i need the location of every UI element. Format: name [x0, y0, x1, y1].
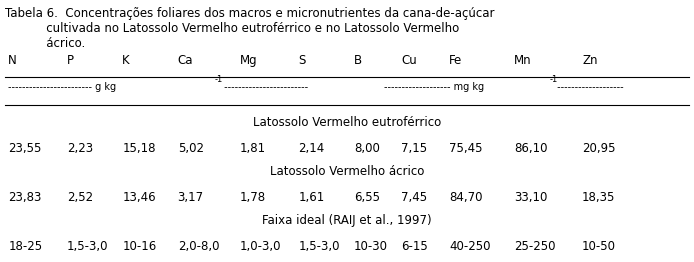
- Text: 40-250: 40-250: [449, 240, 491, 253]
- Text: 23,83: 23,83: [8, 191, 42, 204]
- Text: 2,14: 2,14: [298, 142, 325, 155]
- Text: 75,45: 75,45: [449, 142, 483, 155]
- Text: 1,61: 1,61: [298, 191, 325, 204]
- Text: 86,10: 86,10: [514, 142, 548, 155]
- Text: ácrico.: ácrico.: [5, 37, 85, 50]
- Text: 1,81: 1,81: [240, 142, 266, 155]
- Text: 10-50: 10-50: [582, 240, 616, 253]
- Text: Mg: Mg: [240, 54, 257, 67]
- Text: 5,02: 5,02: [178, 142, 203, 155]
- Text: 84,70: 84,70: [449, 191, 483, 204]
- Text: 7,15: 7,15: [401, 142, 427, 155]
- Text: 18-25: 18-25: [8, 240, 42, 253]
- Text: 18,35: 18,35: [582, 191, 616, 204]
- Text: S: S: [298, 54, 306, 67]
- Text: ------------------------: ------------------------: [221, 82, 307, 92]
- Text: Faixa ideal (RAIJ et al., 1997): Faixa ideal (RAIJ et al., 1997): [262, 214, 432, 227]
- Text: -1: -1: [550, 75, 558, 84]
- Text: ------------------- mg kg: ------------------- mg kg: [384, 82, 484, 92]
- Text: Zn: Zn: [582, 54, 598, 67]
- Text: 23,55: 23,55: [8, 142, 42, 155]
- Text: cultivada no Latossolo Vermelho eutroférrico e no Latossolo Vermelho: cultivada no Latossolo Vermelho eutrofér…: [5, 22, 459, 35]
- Text: ------------------------ g kg: ------------------------ g kg: [8, 82, 117, 92]
- Text: P: P: [67, 54, 74, 67]
- Text: 6,55: 6,55: [354, 191, 380, 204]
- Text: -1: -1: [214, 75, 223, 84]
- Text: 1,78: 1,78: [240, 191, 266, 204]
- Text: 13,46: 13,46: [122, 191, 156, 204]
- Text: 1,0-3,0: 1,0-3,0: [240, 240, 281, 253]
- Text: Cu: Cu: [401, 54, 416, 67]
- Text: Fe: Fe: [449, 54, 462, 67]
- Text: 10-30: 10-30: [354, 240, 388, 253]
- Text: 1,5-3,0: 1,5-3,0: [298, 240, 340, 253]
- Text: 33,10: 33,10: [514, 191, 548, 204]
- Text: 1,5-3,0: 1,5-3,0: [67, 240, 108, 253]
- Text: K: K: [122, 54, 130, 67]
- Text: Latossolo Vermelho ácrico: Latossolo Vermelho ácrico: [270, 165, 424, 178]
- Text: Latossolo Vermelho eutroférrico: Latossolo Vermelho eutroférrico: [253, 116, 441, 129]
- Text: Ca: Ca: [178, 54, 193, 67]
- Text: 2,23: 2,23: [67, 142, 93, 155]
- Text: N: N: [8, 54, 17, 67]
- Text: 20,95: 20,95: [582, 142, 616, 155]
- Text: 2,0-8,0: 2,0-8,0: [178, 240, 219, 253]
- Text: Tabela 6.  Concentrações foliares dos macros e micronutrientes da cana-de-açúcar: Tabela 6. Concentrações foliares dos mac…: [5, 7, 494, 20]
- Text: -------------------: -------------------: [555, 82, 624, 92]
- Text: 25-250: 25-250: [514, 240, 556, 253]
- Text: Mn: Mn: [514, 54, 532, 67]
- Text: 8,00: 8,00: [354, 142, 380, 155]
- Text: 7,45: 7,45: [401, 191, 427, 204]
- Text: 3,17: 3,17: [178, 191, 204, 204]
- Text: 2,52: 2,52: [67, 191, 93, 204]
- Text: 6-15: 6-15: [401, 240, 428, 253]
- Text: 10-16: 10-16: [122, 240, 157, 253]
- Text: B: B: [354, 54, 362, 67]
- Text: 15,18: 15,18: [122, 142, 156, 155]
